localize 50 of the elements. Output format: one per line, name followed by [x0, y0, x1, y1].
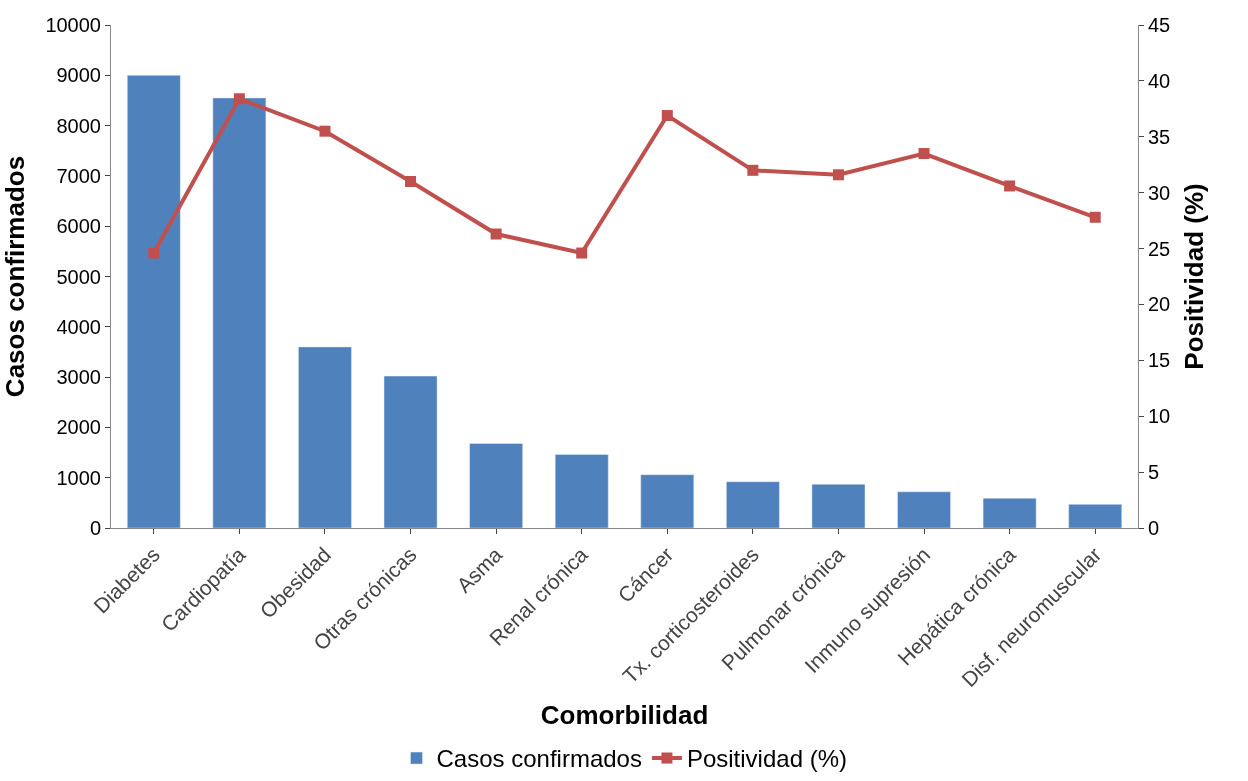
- point: [490, 228, 502, 240]
- bar: [212, 97, 267, 528]
- point: [405, 175, 417, 187]
- point: [148, 247, 160, 259]
- y-tick-label: 4000: [56, 315, 101, 338]
- point: [319, 125, 331, 137]
- y2-tick-label: 35: [1148, 125, 1171, 148]
- x-axis-title: Comorbilidad: [540, 699, 709, 730]
- y-tick-label: 6000: [56, 215, 101, 238]
- point: [918, 148, 930, 160]
- bar: [726, 481, 780, 528]
- y-tick-label: 1000: [56, 466, 101, 489]
- point: [1004, 180, 1016, 192]
- y-tick-label: 7000: [56, 164, 101, 187]
- legend-label: Positividad (%): [686, 745, 847, 773]
- bar: [897, 491, 951, 528]
- y-tick-label: 8000: [56, 114, 101, 137]
- bar: [469, 443, 523, 528]
- y2-tick-label: 5: [1148, 461, 1160, 484]
- y-tick-label: 5000: [56, 265, 101, 288]
- y2-tick-label: 10: [1148, 405, 1171, 428]
- y2-tick-label: 15: [1148, 349, 1171, 372]
- bar: [554, 454, 609, 528]
- bar: [298, 346, 352, 528]
- y-tick-label: 3000: [56, 366, 101, 389]
- bar: [1068, 504, 1122, 528]
- bar: [811, 483, 866, 528]
- point: [233, 93, 245, 105]
- y2-axis-title: Positividad (%): [1178, 183, 1209, 370]
- y2-tick-label: 40: [1148, 69, 1171, 92]
- y-tick-label: 2000: [56, 416, 101, 439]
- bar: [982, 498, 1037, 528]
- y-tick-label: 9000: [56, 64, 101, 87]
- point: [747, 164, 759, 176]
- legend-label: Casos confirmados: [436, 745, 642, 773]
- y-tick-label: 0: [89, 517, 101, 539]
- y2-tick-label: 45: [1148, 14, 1171, 36]
- point: [576, 247, 588, 259]
- point: [1089, 211, 1101, 223]
- point: [832, 169, 844, 181]
- y2-tick-label: 30: [1148, 181, 1171, 204]
- bar: [640, 474, 695, 528]
- y2-tick-label: 0: [1148, 517, 1160, 539]
- y2-tick-label: 20: [1148, 293, 1171, 316]
- y2-tick-label: 25: [1148, 237, 1171, 260]
- y-tick-label: 10000: [45, 14, 101, 36]
- bar: [383, 375, 438, 528]
- point: [661, 110, 673, 122]
- bar: [127, 75, 181, 528]
- y-axis-title: Casos confirmados: [0, 155, 30, 398]
